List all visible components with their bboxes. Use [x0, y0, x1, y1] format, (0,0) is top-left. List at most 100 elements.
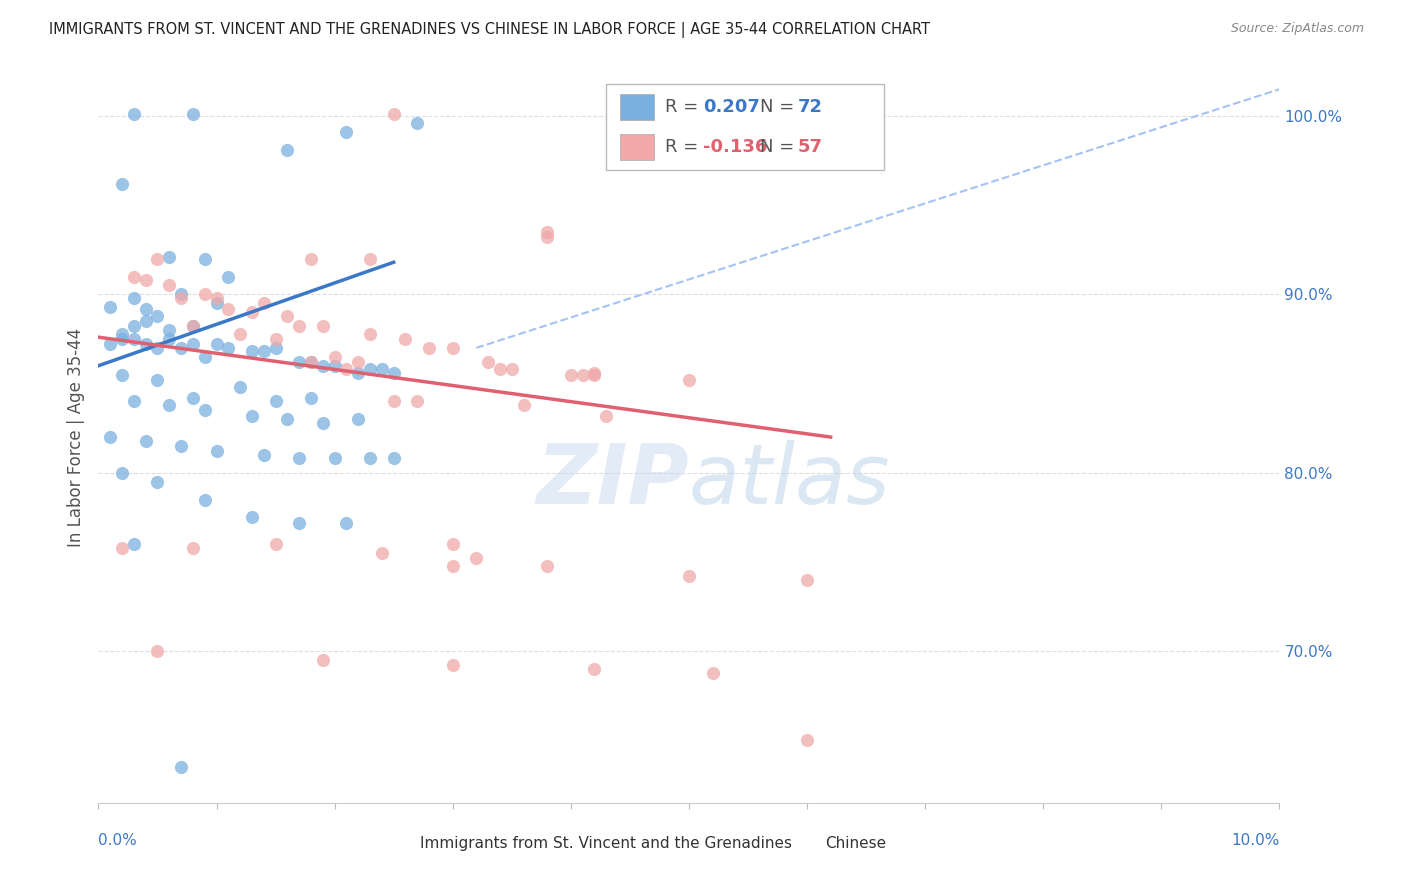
Point	[536, 230, 558, 244]
Point	[111, 332, 134, 346]
Point	[122, 332, 145, 346]
Point	[135, 434, 157, 448]
Point	[229, 326, 252, 341]
Point	[181, 391, 204, 405]
Point	[157, 278, 180, 293]
Point	[135, 337, 157, 351]
Point	[240, 305, 263, 319]
Y-axis label: In Labor Force | Age 35-44: In Labor Force | Age 35-44	[66, 327, 84, 547]
Point	[111, 177, 134, 191]
Point	[157, 323, 180, 337]
Point	[583, 366, 606, 380]
Point	[205, 444, 228, 458]
Point	[253, 296, 276, 310]
Text: Source: ZipAtlas.com: Source: ZipAtlas.com	[1230, 22, 1364, 36]
Point	[111, 541, 134, 555]
Point	[181, 541, 204, 555]
Point	[135, 273, 157, 287]
Point	[312, 416, 335, 430]
Point	[276, 309, 298, 323]
Text: atlas: atlas	[689, 441, 890, 522]
Point	[465, 551, 488, 566]
Text: 72: 72	[797, 98, 823, 116]
Point	[181, 107, 204, 121]
Point	[406, 394, 429, 409]
Point	[288, 451, 311, 466]
Point	[181, 319, 204, 334]
Point	[157, 250, 180, 264]
Point	[335, 125, 357, 139]
Point	[170, 287, 193, 301]
Point	[323, 451, 346, 466]
Point	[122, 269, 145, 284]
Text: R =: R =	[665, 137, 704, 156]
Point	[560, 368, 582, 382]
Point	[181, 319, 204, 334]
Point	[111, 466, 134, 480]
Point	[157, 398, 180, 412]
Point	[217, 269, 239, 284]
Point	[359, 252, 381, 266]
Point	[571, 368, 593, 382]
Point	[288, 516, 311, 530]
Point	[536, 225, 558, 239]
Point	[512, 398, 534, 412]
Point	[335, 516, 357, 530]
Point	[382, 366, 405, 380]
Point	[347, 355, 370, 369]
Point	[146, 373, 169, 387]
Point	[441, 341, 464, 355]
Point	[194, 403, 217, 417]
Point	[98, 430, 121, 444]
Point	[264, 394, 287, 409]
Point	[240, 344, 263, 359]
Point	[264, 537, 287, 551]
Point	[122, 537, 145, 551]
Point	[170, 760, 193, 774]
Text: 10.0%: 10.0%	[1232, 833, 1279, 848]
Text: ZIP: ZIP	[536, 441, 689, 522]
Point	[312, 359, 335, 373]
Point	[312, 653, 335, 667]
Point	[205, 337, 228, 351]
Point	[583, 368, 606, 382]
Point	[135, 301, 157, 316]
Point	[170, 291, 193, 305]
Point	[111, 368, 134, 382]
Point	[217, 341, 239, 355]
Point	[122, 107, 145, 121]
Text: R =: R =	[665, 98, 704, 116]
Point	[347, 366, 370, 380]
Point	[536, 558, 558, 573]
Point	[229, 380, 252, 394]
Text: -0.136: -0.136	[703, 137, 768, 156]
Point	[299, 355, 322, 369]
Point	[288, 319, 311, 334]
Point	[678, 373, 700, 387]
Point	[359, 326, 381, 341]
Point	[382, 107, 405, 121]
Text: 0.207: 0.207	[703, 98, 761, 116]
Point	[111, 326, 134, 341]
Point	[406, 116, 429, 130]
Text: Immigrants from St. Vincent and the Grenadines: Immigrants from St. Vincent and the Gren…	[419, 836, 792, 851]
Point	[299, 252, 322, 266]
Point	[98, 337, 121, 351]
Point	[477, 355, 499, 369]
Point	[194, 287, 217, 301]
Point	[205, 296, 228, 310]
Point	[335, 362, 357, 376]
Point	[194, 492, 217, 507]
Point	[170, 341, 193, 355]
Point	[441, 537, 464, 551]
Point	[347, 412, 370, 426]
Bar	[388, 833, 413, 854]
Point	[441, 658, 464, 673]
Point	[418, 341, 440, 355]
Point	[146, 475, 169, 489]
Point	[583, 662, 606, 676]
Point	[702, 665, 724, 680]
Point	[595, 409, 617, 423]
Text: 57: 57	[797, 137, 823, 156]
Point	[359, 362, 381, 376]
